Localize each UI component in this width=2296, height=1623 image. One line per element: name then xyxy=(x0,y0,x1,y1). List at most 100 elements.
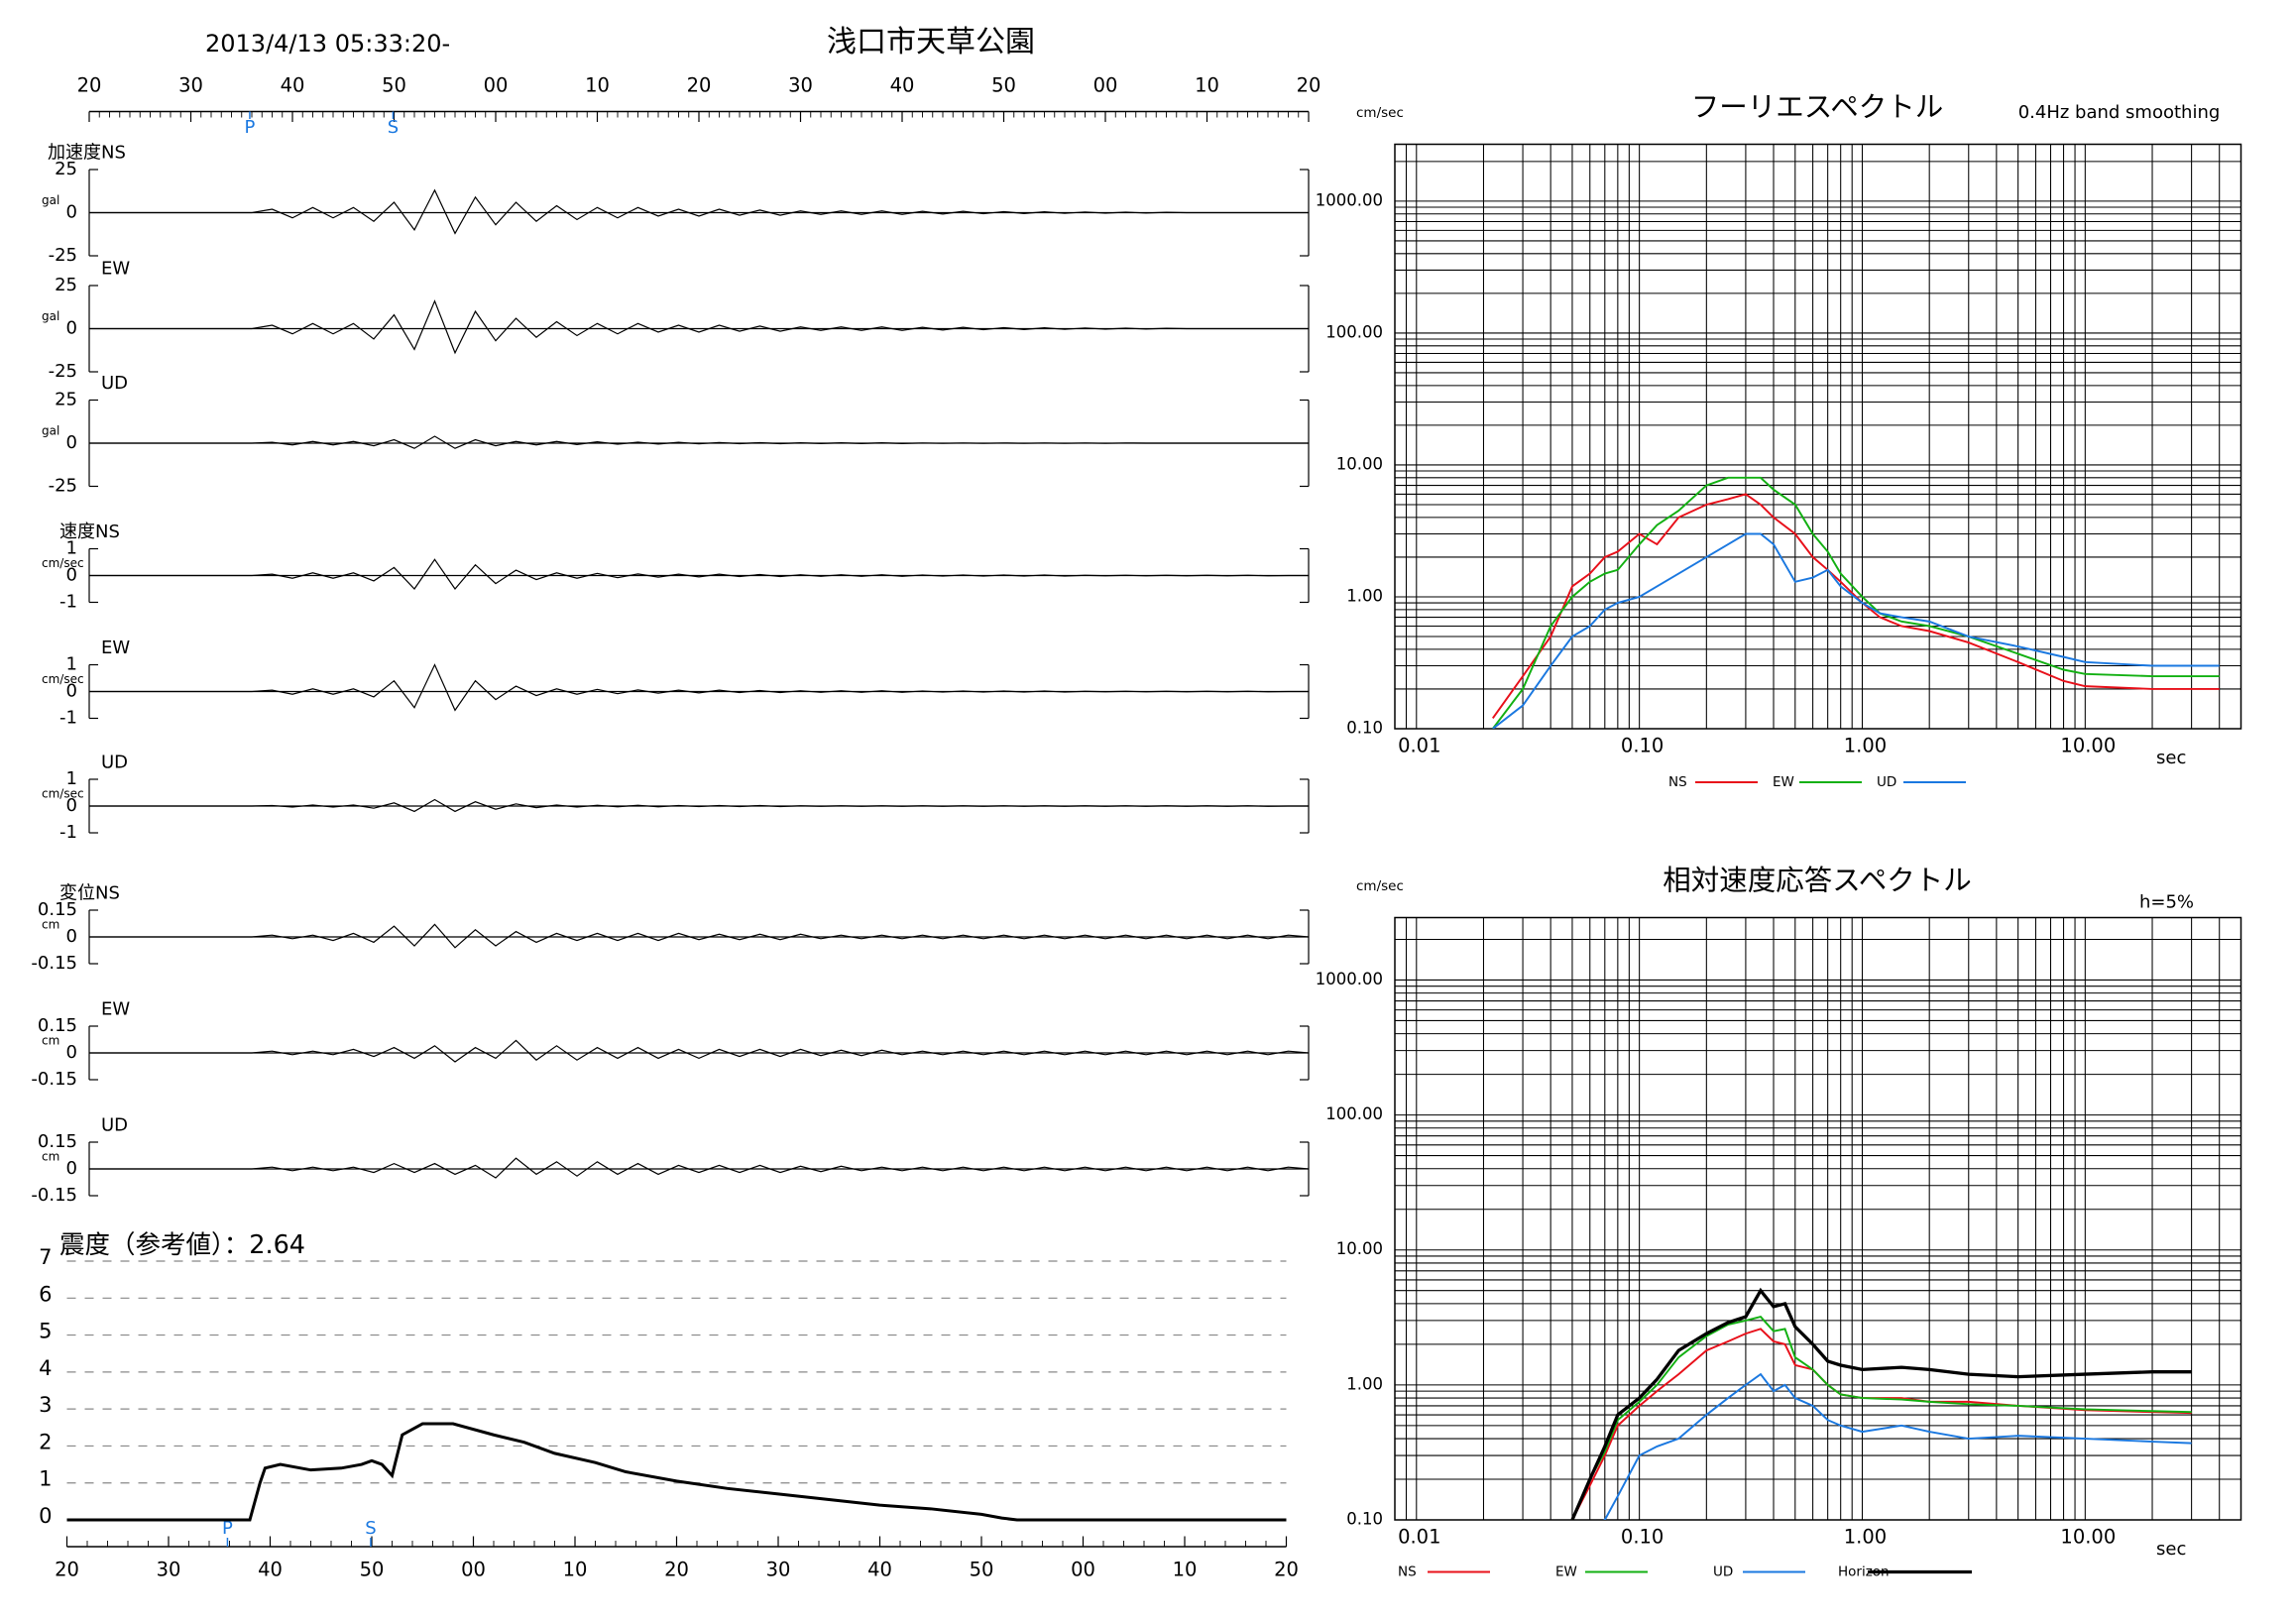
waveform xyxy=(89,798,1309,813)
spectrum-line xyxy=(1570,1287,2192,1521)
y-tick-label: 0 xyxy=(39,1504,52,1528)
phase-label: P xyxy=(222,1518,233,1539)
y-tick-label: 1000.00 xyxy=(1316,190,1383,209)
x-tick-label: 40 xyxy=(258,1559,283,1581)
x-tick-label: 10 xyxy=(1195,74,1219,97)
chart-title: 震度（参考値）：2.64 xyxy=(59,1230,305,1260)
y-axis-unit: cm/sec xyxy=(1356,878,1404,894)
spectrum-line xyxy=(1603,1372,2192,1521)
trace-unit: cm/sec xyxy=(42,787,84,801)
y-tick-label: 1 xyxy=(66,538,77,559)
trace-label: UD xyxy=(101,753,128,773)
x-tick-label: 0.01 xyxy=(1398,735,1440,757)
x-axis-unit: sec xyxy=(2156,748,2186,768)
waveform xyxy=(89,1039,1310,1063)
y-tick-label: -0.15 xyxy=(31,1185,77,1206)
trace-unit: cm xyxy=(42,1034,59,1048)
y-tick-label: -25 xyxy=(49,361,77,382)
waveform xyxy=(89,558,1309,590)
phase-label: S xyxy=(365,1518,376,1539)
y-tick-label: 0.10 xyxy=(1346,719,1383,738)
record-datetime: 2013/4/13 05:33:20- xyxy=(205,30,450,58)
x-tick-label: 10 xyxy=(1173,1559,1198,1581)
legend-label: UD xyxy=(1877,774,1896,790)
y-tick-label: 1 xyxy=(66,768,77,789)
x-tick-label: 0.01 xyxy=(1398,1526,1440,1549)
spectrum-line xyxy=(1571,1328,2192,1521)
y-tick-label: 100.00 xyxy=(1325,1104,1383,1123)
y-tick-label: 0.15 xyxy=(38,1131,77,1152)
y-tick-label: -0.15 xyxy=(31,953,77,974)
x-tick-label: 50 xyxy=(991,74,1016,97)
x-tick-label: 10 xyxy=(563,1559,588,1581)
y-tick-label: 0 xyxy=(66,926,77,947)
x-tick-label: 30 xyxy=(178,74,203,97)
legend-label: EW xyxy=(1773,774,1794,790)
y-tick-label: 0.15 xyxy=(38,1015,77,1036)
legend-label: NS xyxy=(1668,774,1687,790)
station-name: 浅口市天草公園 xyxy=(827,25,1035,59)
y-tick-label: 25 xyxy=(55,390,77,410)
trace-label: 速度NS xyxy=(59,522,120,542)
x-tick-label: 20 xyxy=(55,1559,79,1581)
x-tick-label: 40 xyxy=(281,74,305,97)
trace-label: EW xyxy=(101,259,130,280)
y-tick-label: 4 xyxy=(39,1356,52,1380)
trace-label: UD xyxy=(101,1115,128,1136)
y-tick-label: 0 xyxy=(66,681,77,702)
y-tick-label: 10.00 xyxy=(1336,1239,1383,1258)
y-axis-unit: cm/sec xyxy=(1356,105,1404,121)
chart-subtitle: 0.4Hz band smoothing xyxy=(2018,102,2221,123)
x-tick-label: 20 xyxy=(77,74,102,97)
trace-label: EW xyxy=(101,999,130,1020)
waveform xyxy=(89,435,1309,449)
spectrum-line xyxy=(1571,1316,2192,1521)
x-tick-label: 00 xyxy=(1071,1559,1095,1581)
x-axis-unit: sec xyxy=(2156,1539,2186,1560)
x-tick-label: 20 xyxy=(664,1559,689,1581)
y-tick-label: 25 xyxy=(55,159,77,179)
y-tick-label: 1000.00 xyxy=(1316,970,1383,988)
x-tick-label: 30 xyxy=(157,1559,181,1581)
legend-label: NS xyxy=(1398,1565,1417,1580)
legend-label: UD xyxy=(1713,1565,1733,1580)
y-tick-label: 0.15 xyxy=(38,899,77,920)
x-tick-label: 00 xyxy=(484,74,509,97)
plot-frame xyxy=(1394,916,2242,1521)
y-tick-label: 7 xyxy=(39,1245,52,1269)
x-tick-label: 1.00 xyxy=(1844,1526,1887,1549)
y-tick-label: 0 xyxy=(66,318,77,339)
y-tick-label: 1 xyxy=(66,654,77,675)
x-tick-label: 50 xyxy=(970,1559,994,1581)
x-tick-label: 10.00 xyxy=(2060,1526,2116,1549)
y-tick-label: 1 xyxy=(39,1467,52,1491)
chart-subtitle: h=5% xyxy=(2139,892,2194,913)
plot-frame xyxy=(1394,143,2242,730)
y-tick-label: 0 xyxy=(66,565,77,586)
y-tick-label: 0.10 xyxy=(1346,1510,1383,1529)
trace-unit: cm/sec xyxy=(42,672,84,686)
trace-unit: cm/sec xyxy=(42,556,84,570)
x-tick-label: 40 xyxy=(867,1559,892,1581)
y-tick-label: 3 xyxy=(39,1393,52,1417)
x-tick-label: 50 xyxy=(382,74,406,97)
x-tick-label: 20 xyxy=(1297,74,1321,97)
waveform xyxy=(89,1157,1310,1179)
trace-unit: cm xyxy=(42,1150,59,1164)
y-tick-label: 5 xyxy=(39,1320,52,1343)
spectrum-line xyxy=(1492,476,2220,730)
y-tick-label: 0 xyxy=(66,202,77,223)
trace-unit: gal xyxy=(42,193,59,207)
phase-label: P xyxy=(245,117,256,138)
y-tick-label: -1 xyxy=(59,592,77,613)
y-tick-label: -0.15 xyxy=(31,1069,77,1090)
trace-unit: gal xyxy=(42,424,59,438)
intensity-line xyxy=(66,1422,1287,1522)
x-tick-label: 00 xyxy=(1093,74,1118,97)
waveform xyxy=(89,923,1310,949)
y-tick-label: 0 xyxy=(66,1158,77,1179)
chart-title: フーリエスペクトル xyxy=(1691,91,1944,124)
